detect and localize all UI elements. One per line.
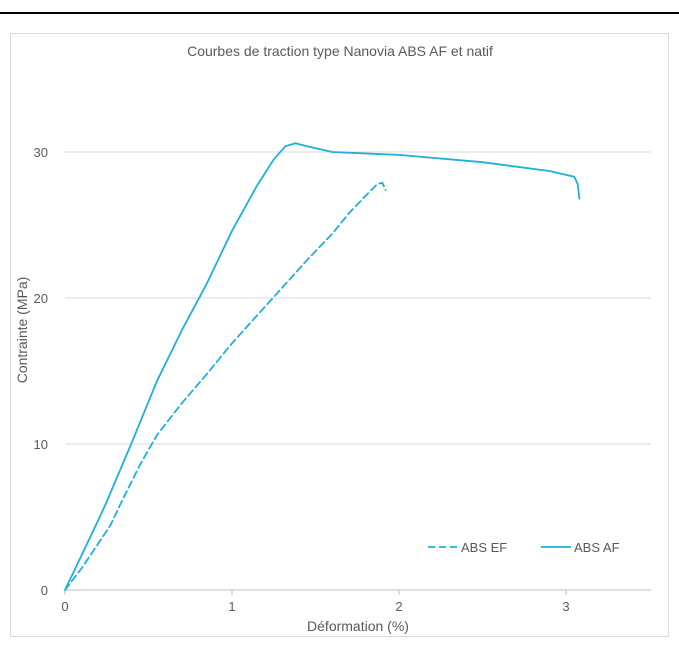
y-tick-label-30: 30 [34, 145, 48, 160]
series-line-abs-af [64, 142, 581, 591]
series-line-abs-ef [64, 181, 387, 591]
series-lines [64, 142, 581, 591]
chart-title: Courbes de traction type Nanovia ABS AF … [187, 43, 493, 59]
x-tick-labels: 0 1 2 3 [61, 599, 569, 614]
y-tick-labels: 0 10 20 30 [34, 145, 48, 598]
y-tick-label-20: 20 [34, 291, 48, 306]
x-tick-label-2: 2 [395, 599, 402, 614]
y-tick-label-10: 10 [34, 437, 48, 452]
x-axis-label: Déformation (%) [307, 618, 409, 634]
x-tick-label-3: 3 [562, 599, 569, 614]
chart-frame [10, 33, 669, 637]
y-tick-label-0: 0 [41, 583, 48, 598]
x-tick-label-0: 0 [61, 599, 68, 614]
legend-label-0: ABS EF [461, 540, 507, 555]
gridlines [64, 151, 651, 595]
y-axis-label: Contrainte (MPa) [14, 277, 30, 384]
top-border [0, 0, 679, 14]
legend-label-1: ABS AF [574, 540, 620, 555]
x-tick-label-1: 1 [228, 599, 235, 614]
legend: ABS EF ABS AF [428, 540, 620, 555]
